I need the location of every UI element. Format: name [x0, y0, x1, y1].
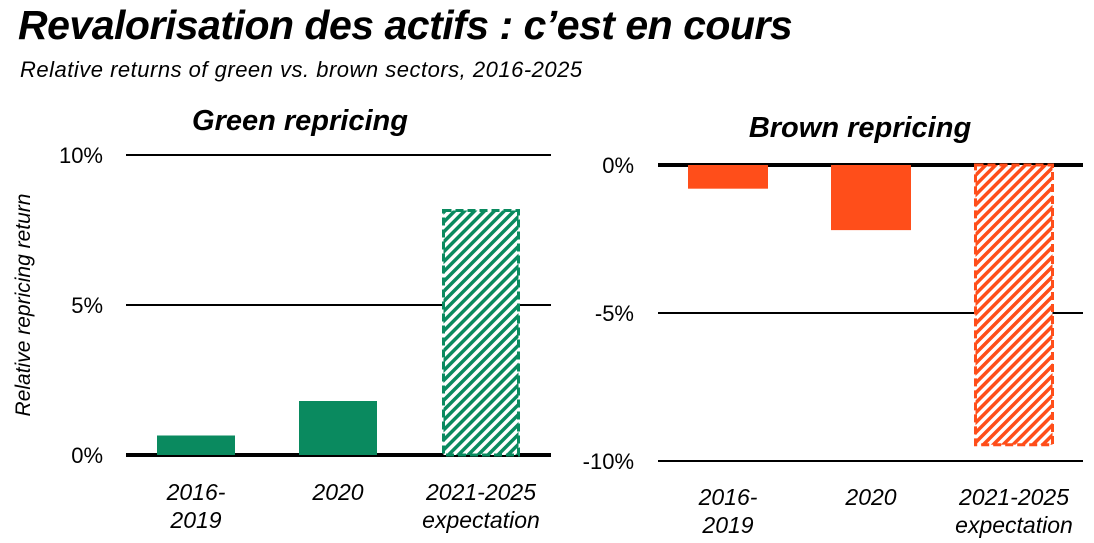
- green-y-tick-label: 5%: [71, 293, 103, 318]
- green-bar: [299, 401, 377, 455]
- green-y-tick-label: 0%: [71, 443, 103, 468]
- brown-category-label: 2021-2025: [958, 484, 1069, 510]
- green-chart-title: Green repricing: [192, 105, 408, 137]
- green-repricing-chart: Green repricing Relative repricing return…: [12, 105, 551, 533]
- brown-bar: [831, 165, 911, 231]
- green-category-label: 2019: [169, 507, 221, 533]
- brown-repricing-chart: Brown repricing 0% -5% -10% 2016-2019 2020 202…: [583, 112, 1083, 538]
- brown-category-label: 2020: [844, 484, 896, 510]
- green-category-label: expectation: [422, 507, 540, 533]
- brown-y-tick-label: -10%: [583, 449, 634, 474]
- brown-y-tick-label: -5%: [595, 301, 634, 326]
- page-subtitle: Relative returns of green vs. brown sect…: [20, 57, 583, 82]
- brown-bar: [688, 165, 768, 189]
- green-category-label: 2020: [311, 479, 363, 505]
- brown-bar: [974, 163, 1054, 447]
- green-y-tick-label: 10%: [59, 143, 103, 168]
- page-title: Revalorisation des actifs : c’est en cou…: [18, 2, 793, 48]
- brown-category-label: 2019: [701, 512, 753, 538]
- green-category-label: 2021-2025: [425, 479, 536, 505]
- green-bar: [442, 209, 520, 457]
- green-y-axis-label: Relative repricing return: [12, 194, 35, 417]
- brown-category-label: 2016-: [698, 484, 758, 510]
- green-category-label: 2016-: [166, 479, 226, 505]
- brown-category-label: expectation: [955, 512, 1073, 538]
- brown-y-tick-label: 0%: [602, 153, 634, 178]
- green-bar: [157, 435, 235, 455]
- brown-chart-title: Brown repricing: [749, 112, 972, 144]
